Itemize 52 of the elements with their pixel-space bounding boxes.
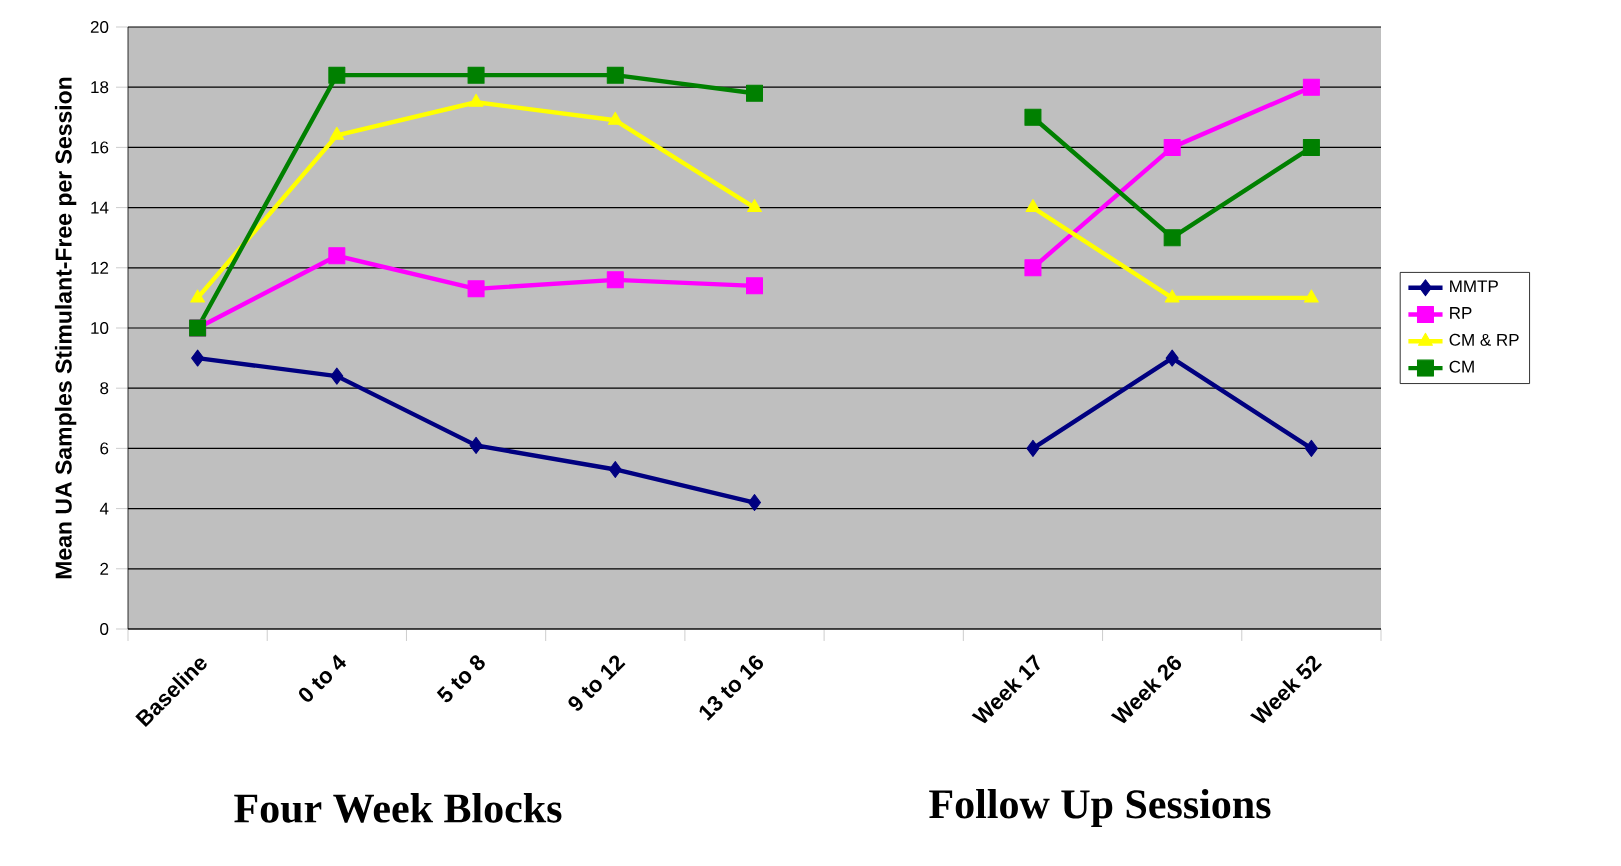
point xyxy=(746,277,764,295)
point xyxy=(747,199,762,213)
y-tick-label: 2 xyxy=(100,562,109,575)
point xyxy=(746,84,764,102)
y-tick-label: 10 xyxy=(91,321,109,334)
point xyxy=(191,349,205,367)
point xyxy=(1024,259,1042,277)
point xyxy=(330,367,344,385)
y-tick-label: 12 xyxy=(91,261,109,274)
text: Follow Up Sessions xyxy=(929,788,1271,828)
point xyxy=(1304,439,1318,457)
point xyxy=(468,93,484,107)
x-tick-label: 5 to 8 xyxy=(436,655,485,703)
y-tick-label: 6 xyxy=(100,442,109,455)
y-axis-title: Mean UA Samples Stimulant-Free per Session xyxy=(54,77,77,579)
point xyxy=(328,247,346,265)
point xyxy=(606,66,624,84)
legend-label: CM xyxy=(1449,360,1474,373)
point xyxy=(467,66,485,84)
point xyxy=(1163,138,1181,156)
point xyxy=(190,289,206,303)
y-tick-label: 20 xyxy=(90,20,109,33)
legend-label: CM & RP xyxy=(1449,333,1519,346)
point xyxy=(1302,138,1320,156)
point xyxy=(1303,289,1319,303)
point xyxy=(1025,199,1041,213)
y-tick-label: 0 xyxy=(100,622,109,635)
x-tick-label: 13 to 16 xyxy=(699,655,764,721)
point xyxy=(606,271,624,289)
legend-label: RP xyxy=(1450,307,1472,319)
y-tick-label: 14 xyxy=(91,201,109,214)
point xyxy=(328,66,346,84)
y-tick-label: 8 xyxy=(100,382,109,395)
y-tick-label: 18 xyxy=(91,81,109,94)
point xyxy=(467,280,485,298)
point xyxy=(1165,349,1179,367)
point xyxy=(1024,108,1042,126)
point xyxy=(1163,229,1181,247)
point xyxy=(1026,439,1040,457)
legend-label: MMTP xyxy=(1450,280,1498,293)
point xyxy=(1302,78,1320,96)
y-tick-label: 4 xyxy=(99,502,109,515)
point xyxy=(608,460,622,478)
text: Four Week Blocks xyxy=(234,793,562,823)
point xyxy=(748,494,762,512)
point xyxy=(607,111,623,125)
x-tick-label: 0 to 4 xyxy=(298,654,347,702)
point xyxy=(1164,289,1180,303)
y-tick-label: 16 xyxy=(91,141,109,154)
point xyxy=(329,126,345,140)
x-tick-label: 9 to 12 xyxy=(568,655,626,711)
point xyxy=(469,436,483,454)
